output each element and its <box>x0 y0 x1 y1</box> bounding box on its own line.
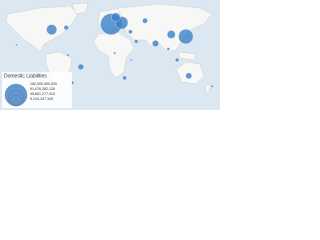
bubble <box>178 29 194 44</box>
new-zealand <box>204 83 211 93</box>
bubble <box>128 29 133 34</box>
bubbles <box>15 12 214 88</box>
bubble <box>77 63 84 70</box>
bubble <box>175 58 180 62</box>
bubble <box>63 25 69 31</box>
bubble <box>210 84 214 88</box>
legend-label: 9,134,347,349 <box>30 97 53 101</box>
north-america <box>5 5 79 53</box>
bubble <box>111 12 121 22</box>
legend-circle <box>13 100 19 107</box>
asia <box>117 3 213 53</box>
bubble <box>134 39 139 44</box>
bubble <box>185 72 192 80</box>
legend: 182,000,000,00091,076,382,12645,661,277,… <box>4 82 57 107</box>
bubble <box>15 43 18 46</box>
bubble <box>122 75 127 81</box>
legend-title: Domestic Liabilities <box>4 73 47 79</box>
bubble <box>113 51 116 55</box>
bubble <box>46 24 57 35</box>
bubble <box>152 40 159 47</box>
bubble <box>167 30 176 39</box>
legend-label: 91,076,382,126 <box>30 87 55 91</box>
indonesia <box>177 51 197 61</box>
legend-label: 45,661,277,913 <box>30 92 55 96</box>
bubble <box>129 58 133 62</box>
bubble <box>66 53 70 57</box>
bubble <box>142 17 148 24</box>
map: Domestic Liabilities 182,000,000,00091,0… <box>0 0 220 110</box>
africa <box>93 31 135 79</box>
greenland <box>71 2 89 15</box>
bubble <box>166 47 170 51</box>
legend-label: 182,000,000,000 <box>30 82 57 86</box>
